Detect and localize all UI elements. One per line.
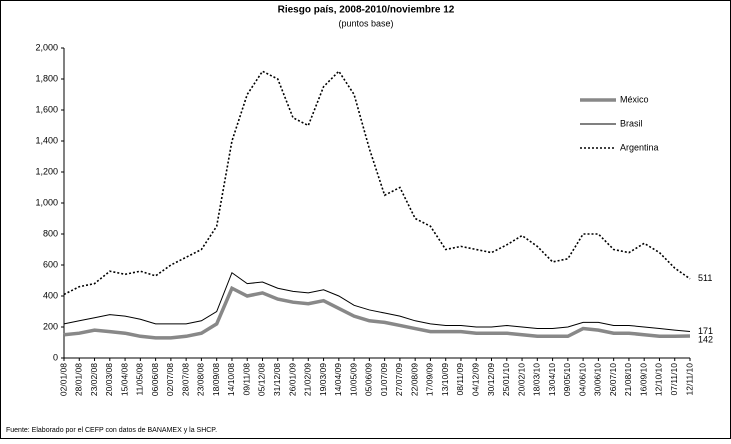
x-tick-label: 25/01/10 xyxy=(501,363,511,396)
x-tick-label: 12/11/10 xyxy=(684,363,694,396)
x-tick-label: 18/09/08 xyxy=(211,363,221,396)
x-tick-label: 11/05/08 xyxy=(135,363,145,396)
x-tick-label: 09/11/08 xyxy=(241,363,251,396)
x-tick-label: 04/12/09 xyxy=(470,363,480,396)
chart-subtitle: (puntos base) xyxy=(338,18,393,28)
y-tick-label: 200 xyxy=(43,321,58,331)
x-tick-label: 21/02/09 xyxy=(303,363,313,396)
x-tick-label: 09/05/10 xyxy=(562,363,572,396)
x-tick-label: 10/05/09 xyxy=(348,363,358,396)
x-tick-label: 20/03/08 xyxy=(104,363,114,396)
y-tick-label: 1,400 xyxy=(35,135,58,145)
y-tick-label: 2,000 xyxy=(35,42,58,52)
x-tick-label: 15/04/08 xyxy=(119,363,129,396)
y-tick-label: 1,600 xyxy=(35,104,58,114)
legend-label: México xyxy=(620,94,649,104)
x-tick-label: 02/07/08 xyxy=(165,363,175,396)
x-tick-label: 04/06/10 xyxy=(577,363,587,396)
y-tick-label: 400 xyxy=(43,290,58,300)
x-tick-label: 17/09/09 xyxy=(425,363,435,396)
legend-label: Brasil xyxy=(620,118,643,128)
x-tick-label: 20/02/10 xyxy=(516,363,526,396)
y-tick-label: 0 xyxy=(53,352,58,362)
series-line xyxy=(63,285,691,340)
x-tick-label: 14/10/08 xyxy=(226,363,236,396)
x-tick-label: 12/10/10 xyxy=(654,363,664,396)
x-tick-label: 01/07/09 xyxy=(379,363,389,396)
x-tick-label: 23/08/08 xyxy=(196,363,206,396)
y-tick-label: 1,200 xyxy=(35,166,58,176)
x-tick-label: 22/08/09 xyxy=(409,363,419,396)
y-tick-label: 600 xyxy=(43,259,58,269)
x-tick-label: 30/06/10 xyxy=(593,363,603,396)
x-tick-label: 30/12/09 xyxy=(486,363,496,396)
x-tick-label: 31/12/08 xyxy=(272,363,282,396)
x-tick-label: 06/06/08 xyxy=(150,363,160,396)
x-tick-label: 16/09/10 xyxy=(638,363,648,396)
x-tick-label: 18/03/10 xyxy=(532,363,542,396)
source-note: Fuente: Elaborado por el CEFP con datos … xyxy=(6,427,217,434)
y-tick-label: 1,000 xyxy=(35,197,58,207)
x-tick-label: 14/04/09 xyxy=(333,363,343,396)
x-tick-label: 21/08/10 xyxy=(623,363,633,396)
y-tick-label: 1,800 xyxy=(35,73,58,83)
x-tick-label: 02/01/08 xyxy=(58,363,68,396)
end-label: 511 xyxy=(698,273,712,283)
y-tick-label: 800 xyxy=(43,228,58,238)
x-tick-label: 19/03/09 xyxy=(318,363,328,396)
x-tick-label: 08/11/09 xyxy=(455,363,465,396)
x-tick-label: 28/07/08 xyxy=(180,363,190,396)
x-tick-label: 05/12/08 xyxy=(257,363,267,396)
x-tick-label: 23/02/08 xyxy=(89,363,99,396)
legend-label: Argentina xyxy=(620,142,659,152)
x-tick-label: 13/04/10 xyxy=(547,363,557,396)
series-line xyxy=(63,271,691,332)
end-label: 142 xyxy=(698,334,713,344)
x-tick-label: 13/10/09 xyxy=(440,363,450,396)
x-tick-label: 26/07/10 xyxy=(608,363,618,396)
x-tick-label: 26/01/09 xyxy=(287,363,297,396)
end-label: 171 xyxy=(698,326,713,336)
x-tick-label: 28/01/08 xyxy=(74,363,84,396)
x-tick-label: 07/11/10 xyxy=(669,363,679,396)
x-tick-label: 27/07/09 xyxy=(394,363,404,396)
chart-title: Riesgo país, 2008-2010/noviembre 12 xyxy=(278,5,455,16)
x-tick-label: 05/06/09 xyxy=(364,363,374,396)
